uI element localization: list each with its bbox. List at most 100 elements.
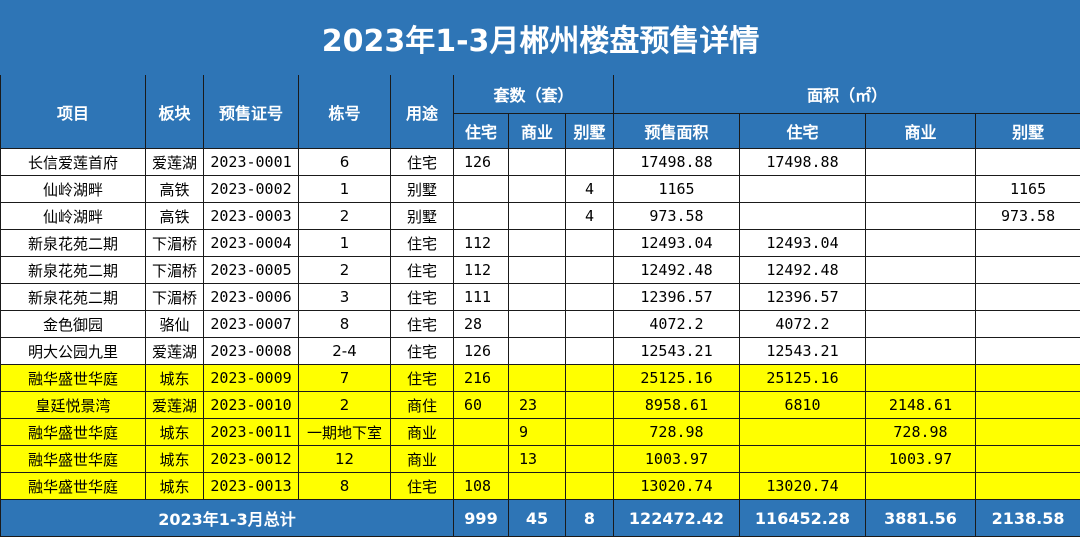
cell-building: 8: [298, 310, 391, 338]
cell-area-commercial: [865, 175, 976, 203]
cell-permit: 2023-0009: [203, 364, 299, 392]
cell-project: 皇廷悦景湾: [0, 391, 146, 419]
cell-building: 1: [298, 175, 391, 203]
cell-units-residential: 216: [453, 364, 509, 392]
cell-units-residential: [453, 202, 509, 230]
cell-units-residential: 60: [453, 391, 509, 419]
cell-building: 2: [298, 256, 391, 284]
cell-permit: 2023-0005: [203, 256, 299, 284]
cell-project: 融华盛世华庭: [0, 418, 146, 446]
cell-district: 高铁: [145, 175, 204, 203]
cell-permit: 2023-0008: [203, 337, 299, 365]
cell-district: 爱莲湖: [145, 391, 204, 419]
header-district: 板块: [145, 74, 204, 149]
cell-units-residential: 111: [453, 283, 509, 311]
header-units-commercial: 商业: [508, 113, 566, 149]
cell-units-commercial: [508, 229, 566, 257]
cell-units-commercial: [508, 202, 566, 230]
table-row: 明大公园九里 爱莲湖 2023-0008 2-4 住宅 126 12543.21 12543.…: [0, 337, 1080, 365]
cell-area-presale: 17498.88: [613, 148, 740, 176]
cell-units-residential: 126: [453, 337, 509, 365]
cell-area-residential: [739, 445, 866, 473]
cell-district: 城东: [145, 418, 204, 446]
cell-area-residential: 12493.04: [739, 229, 866, 257]
cell-project: 新泉花苑二期: [0, 283, 146, 311]
cell-units-villa: [565, 337, 614, 365]
cell-project: 长信爱莲首府: [0, 148, 146, 176]
cell-area-villa: [974, 310, 1080, 338]
cell-area-residential: [739, 175, 866, 203]
cell-area-residential: 17498.88: [739, 148, 866, 176]
cell-usage: 住宅: [390, 472, 454, 500]
cell-area-commercial: [865, 364, 976, 392]
cell-project: 融华盛世华庭: [0, 472, 146, 500]
cell-area-presale: 12493.04: [613, 229, 740, 257]
cell-area-villa: [974, 256, 1080, 284]
cell-usage: 别墅: [390, 175, 454, 203]
header-area-villa: 别墅: [974, 113, 1080, 149]
table-row: 融华盛世华庭 城东 2023-0012 12 商业 13 1003.97 1003.97: [0, 445, 1080, 473]
header-area-group: 面积（㎡）: [612, 74, 1080, 114]
header-usage: 用途: [390, 74, 454, 149]
cell-area-villa: [974, 391, 1080, 419]
cell-area-presale: 12543.21: [613, 337, 740, 365]
cell-units-commercial: [508, 337, 566, 365]
cell-units-residential: 126: [453, 148, 509, 176]
cell-area-presale: 25125.16: [613, 364, 740, 392]
cell-units-villa: [565, 445, 614, 473]
cell-units-villa: [565, 310, 614, 338]
cell-units-villa: [565, 256, 614, 284]
cell-permit: 2023-0003: [203, 202, 299, 230]
cell-units-villa: [565, 148, 614, 176]
cell-area-villa: [974, 229, 1080, 257]
cell-area-commercial: [865, 472, 976, 500]
cell-area-presale: 8958.61: [613, 391, 740, 419]
cell-area-presale: 12492.48: [613, 256, 740, 284]
cell-units-commercial: [508, 310, 566, 338]
cell-units-residential: 112: [453, 256, 509, 284]
table-row: 新泉花苑二期 下湄桥 2023-0006 3 住宅 111 12396.57 12396.57: [0, 283, 1080, 311]
header-units-villa: 别墅: [565, 113, 614, 149]
cell-area-commercial: 2148.61: [865, 391, 976, 419]
cell-area-residential: 4072.2: [739, 310, 866, 338]
cell-area-presale: 1003.97: [613, 445, 740, 473]
cell-area-commercial: [865, 148, 976, 176]
cell-units-residential: [453, 445, 509, 473]
cell-district: 下湄桥: [145, 256, 204, 284]
cell-usage: 住宅: [390, 337, 454, 365]
header-units-residential: 住宅: [453, 113, 509, 149]
cell-units-villa: [565, 364, 614, 392]
cell-district: 城东: [145, 445, 204, 473]
cell-area-residential: 12396.57: [739, 283, 866, 311]
cell-area-commercial: [865, 256, 976, 284]
total-units-commercial: 45: [508, 499, 566, 537]
cell-project: 明大公园九里: [0, 337, 146, 365]
cell-area-commercial: 728.98: [865, 418, 976, 446]
cell-district: 下湄桥: [145, 283, 204, 311]
cell-usage: 住宅: [390, 310, 454, 338]
cell-area-presale: 973.58: [613, 202, 740, 230]
cell-units-villa: [565, 472, 614, 500]
cell-units-commercial: [508, 175, 566, 203]
cell-permit: 2023-0006: [203, 283, 299, 311]
cell-area-commercial: [865, 310, 976, 338]
cell-units-villa: [565, 283, 614, 311]
header-permit: 预售证号: [203, 74, 299, 149]
cell-area-commercial: [865, 337, 976, 365]
table-row: 新泉花苑二期 下湄桥 2023-0005 2 住宅 112 12492.48 12492.48: [0, 256, 1080, 284]
total-area-presale: 122472.42: [613, 499, 740, 537]
cell-area-presale: 1165: [613, 175, 740, 203]
cell-permit: 2023-0012: [203, 445, 299, 473]
cell-area-residential: 13020.74: [739, 472, 866, 500]
cell-permit: 2023-0002: [203, 175, 299, 203]
cell-units-commercial: [508, 364, 566, 392]
cell-units-villa: [565, 418, 614, 446]
total-area-residential: 116452.28: [739, 499, 866, 537]
header-area-residential: 住宅: [739, 113, 866, 149]
cell-area-villa: 973.58: [974, 202, 1080, 230]
cell-area-villa: [974, 337, 1080, 365]
cell-permit: 2023-0013: [203, 472, 299, 500]
cell-units-commercial: [508, 283, 566, 311]
cell-area-villa: [974, 148, 1080, 176]
